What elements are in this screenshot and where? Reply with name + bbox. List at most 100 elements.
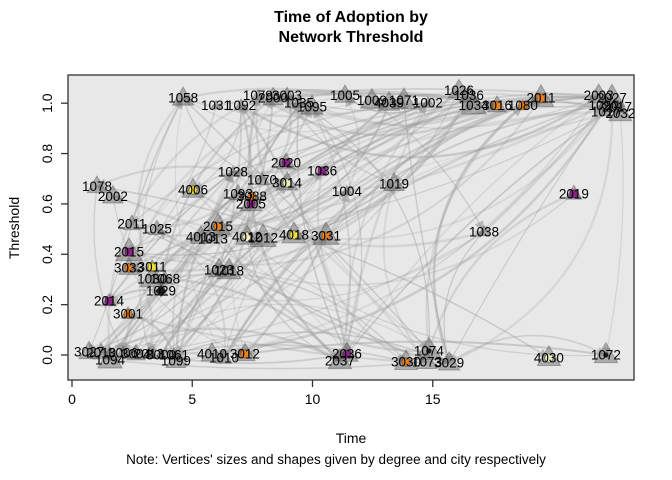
- svg-text:3016: 3016: [482, 98, 512, 113]
- svg-text:1012: 1012: [248, 230, 278, 245]
- y-tick-label: 0.6: [39, 194, 55, 214]
- footnote: Note: Vertices' sizes and shapes given b…: [126, 452, 546, 467]
- svg-text:1030: 1030: [137, 271, 167, 286]
- svg-text:1036: 1036: [307, 164, 337, 179]
- svg-text:1034: 1034: [459, 98, 490, 113]
- svg-text:1018: 1018: [214, 263, 244, 278]
- svg-text:2015: 2015: [203, 219, 233, 234]
- city-markers: [104, 93, 609, 367]
- y-tick-label: 0.2: [39, 295, 55, 315]
- svg-text:3030: 3030: [391, 355, 421, 370]
- svg-text:3011: 3011: [138, 259, 167, 274]
- svg-text:1074: 1074: [414, 343, 445, 358]
- svg-text:1095: 1095: [297, 99, 327, 114]
- svg-text:4018: 4018: [279, 227, 309, 242]
- svg-text:2011: 2011: [117, 217, 146, 232]
- x-tick-label: 10: [305, 391, 321, 407]
- edges: [88, 87, 624, 370]
- chart-title-line2: Network Threshold: [278, 29, 424, 46]
- svg-text:1070: 1070: [247, 172, 277, 187]
- svg-text:3027: 3027: [74, 344, 104, 359]
- svg-text:1025: 1025: [142, 222, 172, 237]
- y-tick-label: 0.0: [39, 345, 55, 365]
- svg-text:2015: 2015: [114, 245, 144, 260]
- svg-text:2000: 2000: [258, 91, 288, 106]
- svg-text:3000: 3000: [146, 348, 176, 363]
- svg-text:1004: 1004: [332, 184, 363, 199]
- svg-text:2027: 2027: [597, 91, 627, 106]
- svg-text:1073: 1073: [412, 355, 442, 370]
- svg-text:3004: 3004: [121, 346, 152, 361]
- svg-text:2017: 2017: [602, 99, 632, 114]
- svg-text:4039: 4039: [374, 96, 404, 111]
- svg-text:1028: 1028: [218, 164, 248, 179]
- svg-text:2011: 2011: [526, 91, 555, 106]
- x-tick-label: 0: [68, 391, 76, 407]
- svg-text:3006: 3006: [108, 345, 138, 360]
- x-tick-label: 5: [188, 391, 196, 407]
- chart-title: Time of Adoption by Network Threshold: [68, 8, 634, 48]
- svg-text:2020: 2020: [271, 155, 301, 170]
- svg-text:1010: 1010: [209, 351, 239, 366]
- svg-text:2019: 2019: [559, 186, 589, 201]
- svg-text:1078: 1078: [82, 179, 112, 194]
- svg-text:3014: 3014: [272, 176, 303, 191]
- svg-text:1079: 1079: [243, 88, 273, 103]
- svg-text:1023: 1023: [204, 262, 234, 277]
- svg-text:2014: 2014: [94, 294, 125, 309]
- x-tick-label: 15: [425, 391, 441, 407]
- svg-text:4006: 4006: [178, 183, 208, 198]
- svg-text:3012: 3012: [230, 346, 260, 361]
- svg-text:2005: 2005: [236, 196, 266, 211]
- svg-text:1005: 1005: [330, 88, 360, 103]
- svg-text:1061: 1061: [159, 348, 189, 363]
- svg-text:1068: 1068: [150, 271, 180, 286]
- y-tick-label: 0.4: [39, 244, 55, 264]
- svg-text:1029: 1029: [146, 284, 176, 299]
- svg-text:2032: 2032: [605, 106, 635, 121]
- svg-text:1035: 1035: [284, 96, 314, 111]
- svg-text:1092: 1092: [226, 98, 256, 113]
- svg-text:3031: 3031: [311, 228, 341, 243]
- svg-text:1036: 1036: [454, 88, 484, 103]
- svg-text:2010: 2010: [86, 345, 116, 360]
- svg-text:4010: 4010: [197, 346, 227, 361]
- svg-text:2003: 2003: [584, 88, 614, 103]
- svg-text:1009: 1009: [357, 93, 387, 108]
- x-axis-label: Time: [335, 430, 367, 446]
- svg-text:1002: 1002: [413, 96, 443, 111]
- svg-text:1072: 1072: [591, 348, 621, 363]
- svg-text:1026: 1026: [444, 83, 474, 98]
- svg-text:3029: 3029: [434, 356, 464, 371]
- svg-text:2002: 2002: [98, 189, 128, 204]
- svg-text:2037: 2037: [325, 354, 355, 369]
- svg-text:3001: 3001: [113, 306, 143, 321]
- svg-text:1071: 1071: [389, 93, 419, 108]
- svg-text:1093: 1093: [223, 186, 253, 201]
- svg-text:4030: 4030: [534, 351, 564, 366]
- svg-text:4013: 4013: [186, 229, 216, 244]
- chart-title-line1: Time of Adoption by: [274, 9, 428, 26]
- y-tick-label: 1.0: [39, 93, 55, 113]
- svg-text:1019: 1019: [379, 176, 409, 191]
- svg-text:1090: 1090: [588, 98, 618, 113]
- svg-text:3033: 3033: [114, 260, 144, 275]
- svg-text:1094: 1094: [95, 353, 126, 368]
- vertex-labels: 1058103110921079200030031035109510051009…: [74, 83, 635, 370]
- svg-text:4012: 4012: [232, 229, 262, 244]
- y-tick-label: 0.8: [39, 144, 55, 164]
- svg-text:1031: 1031: [201, 98, 231, 113]
- svg-text:3088: 3088: [237, 189, 267, 204]
- svg-text:2036: 2036: [332, 346, 362, 361]
- svg-text:1099: 1099: [161, 354, 191, 369]
- vertices: [78, 78, 633, 371]
- svg-text:1013: 1013: [198, 231, 228, 246]
- svg-text:1080: 1080: [508, 98, 538, 113]
- svg-text:1058: 1058: [168, 91, 198, 106]
- svg-text:3003: 3003: [272, 88, 302, 103]
- svg-text:2013: 2013: [134, 346, 164, 361]
- svg-text:1017: 1017: [591, 105, 621, 120]
- svg-text:1038: 1038: [469, 224, 499, 239]
